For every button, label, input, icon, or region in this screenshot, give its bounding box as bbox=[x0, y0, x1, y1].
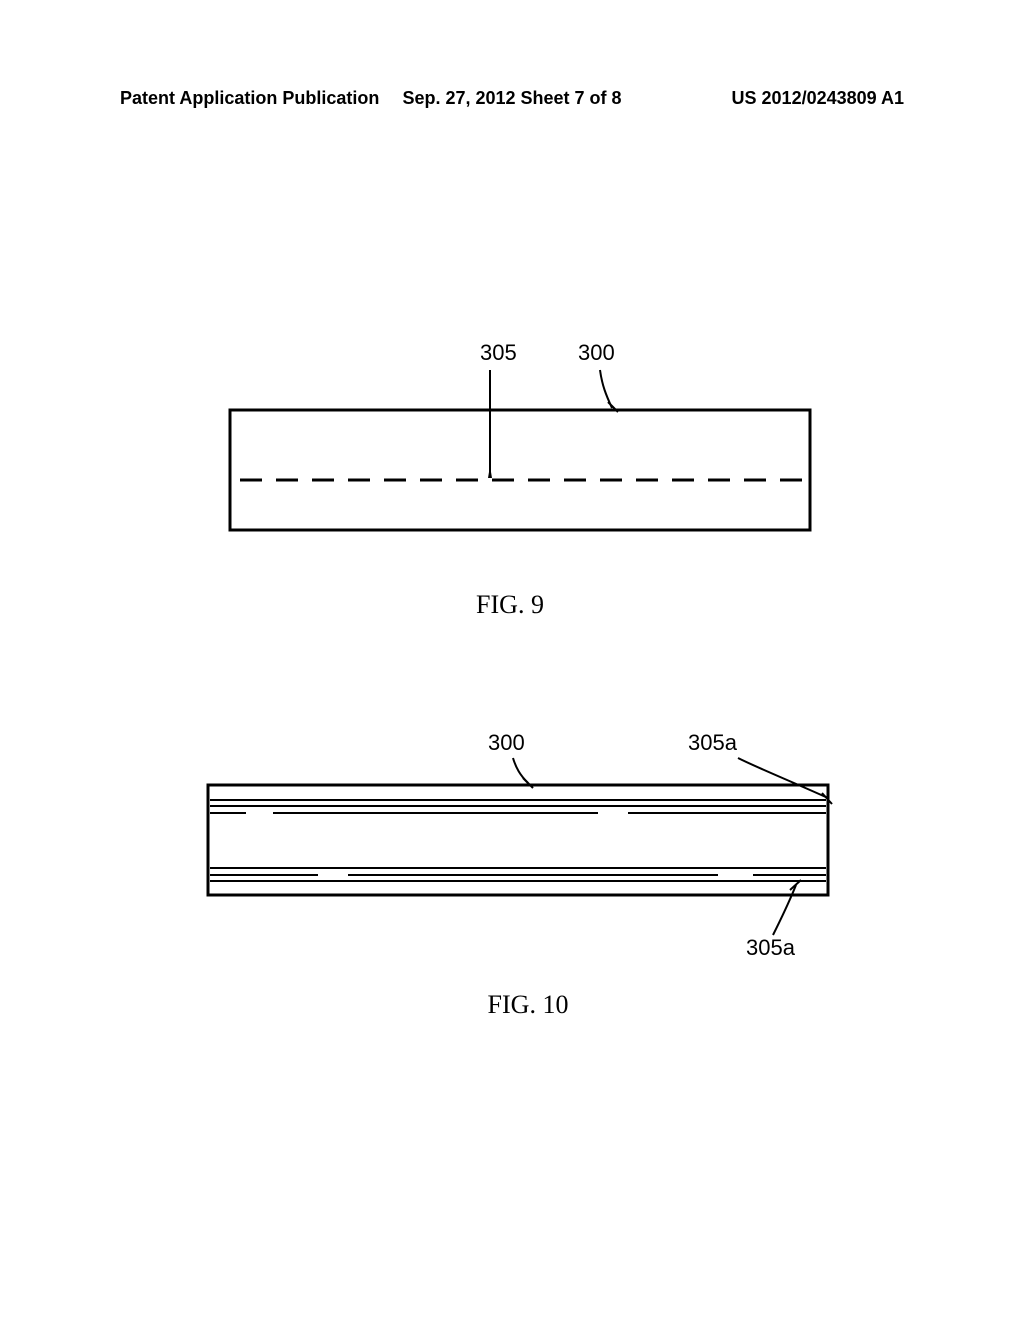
fig10-label-305a-bottom: 305a bbox=[746, 935, 796, 960]
fig10-outer-rect bbox=[208, 785, 828, 895]
fig10-leader-305a-bottom bbox=[773, 885, 796, 935]
fig10-leader-305a-top bbox=[738, 758, 828, 798]
header-center: Sep. 27, 2012 Sheet 7 of 8 bbox=[402, 88, 621, 109]
header-left: Patent Application Publication bbox=[120, 88, 379, 109]
fig10-caption: FIG. 10 bbox=[178, 990, 878, 1020]
fig9-outer-rect bbox=[230, 410, 810, 530]
fig9-label-305: 305 bbox=[480, 340, 517, 365]
figure-9-container: 305 300 FIG. 9 bbox=[190, 330, 830, 620]
fig10-leader-300 bbox=[513, 758, 528, 783]
header-right: US 2012/0243809 A1 bbox=[732, 88, 904, 109]
fig9-caption: FIG. 9 bbox=[190, 590, 830, 620]
fig9-leader-300 bbox=[600, 370, 612, 408]
fig9-arrow-305 bbox=[488, 466, 492, 478]
figure-10-diagram: 300 305a 305a bbox=[178, 720, 878, 960]
figure-9-diagram: 305 300 bbox=[190, 330, 830, 560]
figure-10-container: 300 305a 305a FIG. 10 bbox=[178, 720, 878, 1020]
fig9-label-300: 300 bbox=[578, 340, 615, 365]
fig10-label-300: 300 bbox=[488, 730, 525, 755]
page-header: Patent Application Publication Sep. 27, … bbox=[0, 88, 1024, 109]
fig10-label-305a-top: 305a bbox=[688, 730, 738, 755]
fig10-inner-lines bbox=[210, 800, 826, 881]
